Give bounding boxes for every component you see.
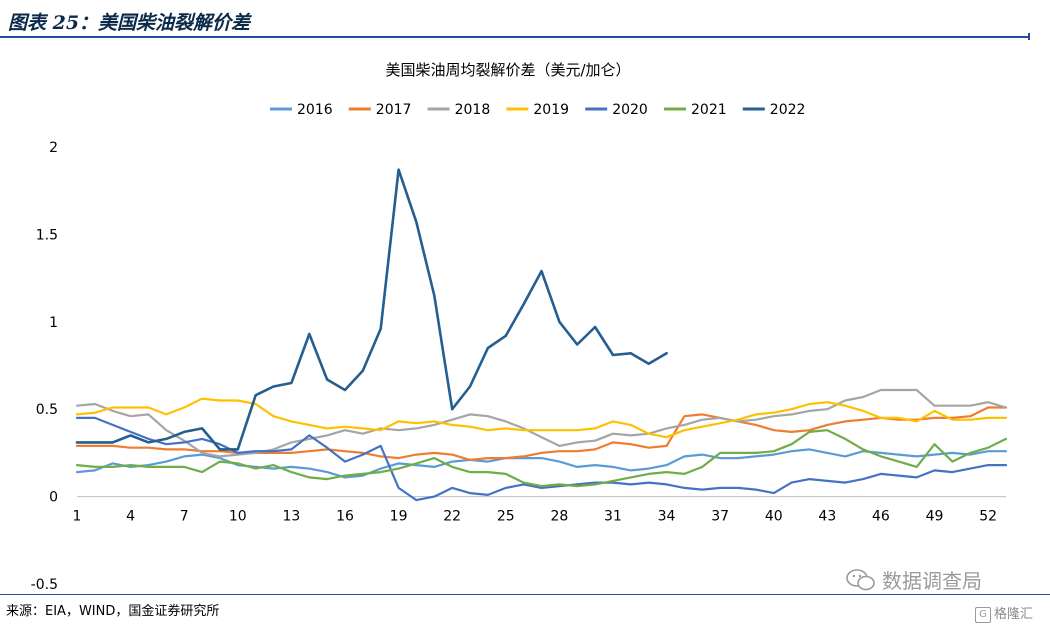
series-line-2022 [75,168,668,451]
chart-title: 美国柴油周均裂解价差（美元/加仑） [385,61,630,79]
legend-item-2021: 2021 [664,102,727,118]
x-tick-label: 28 [550,509,568,525]
y-tick-label: 0.5 [36,402,58,418]
x-tick-label: 1 [73,509,82,525]
legend-item-2016: 2016 [270,102,333,118]
chart-axes: -0.5 0 0.5 1 1.5 2 1 4 7 10 13 16 19 22 25 28 31 34 37 40 43… [31,140,1006,593]
legend-item-2018: 2018 [427,102,491,118]
watermark-text: 数据调查局 [882,569,982,593]
x-tick-label: 13 [282,509,300,525]
series-line-2019 [75,397,1008,439]
x-tick-label: 34 [658,509,676,525]
brand-logo-icon: G [975,606,991,623]
legend-label: 2017 [376,102,412,118]
y-tick-label: 1 [49,315,58,331]
x-tick-label: 25 [497,509,515,525]
y-tick-label: 2 [49,140,58,156]
y-tick-label: 0 [49,490,58,506]
chart-legend: 2016 2017 2018 2019 2020 2021 2022 [270,102,805,118]
legend-item-2020: 2020 [585,102,648,118]
legend-label: 2019 [533,102,569,118]
figure-title: 图表 25：美国柴油裂解价差 [8,12,251,34]
figure-header: 图表 25：美国柴油裂解价差 [0,0,1050,40]
series-line-2018 [75,388,1008,458]
x-tick-label: 16 [336,509,354,525]
legend-label: 2018 [455,102,491,118]
header-divider [0,36,1030,38]
x-tick-label: 37 [711,509,729,525]
series-line-2017 [75,406,1008,461]
x-tick-label: 40 [765,509,783,525]
footer-divider [0,594,1050,595]
x-tick-label: 43 [818,509,836,525]
x-tick-label: 7 [180,509,189,525]
legend-label: 2022 [770,102,806,118]
x-tick-label: 4 [126,509,135,525]
legend-item-2022: 2022 [742,102,806,118]
watermark: 数据调查局 [846,565,982,597]
legend-item-2017: 2017 [348,102,412,118]
header-divider-tick [1028,33,1030,40]
series-line-2021 [75,429,1008,488]
x-tick-label: 10 [229,509,247,525]
source-note: 来源：EIA，WIND，国金证券研究所 [6,604,220,619]
wechat-icon [846,568,876,597]
x-tick-label: 19 [390,509,408,525]
legend-label: 2020 [612,102,648,118]
x-tick-label: 31 [604,509,622,525]
legend-item-2019: 2019 [506,102,569,118]
brand-text: 格隆汇 [994,607,1034,622]
x-tick-label: 52 [979,509,997,525]
y-tick-label: 1.5 [36,227,58,243]
x-tick-label: 46 [872,509,890,525]
x-tick-label: 49 [926,509,944,525]
chart-plot-area [75,168,1008,502]
brand-mark: G 格隆汇 [975,603,1033,623]
y-tick-label: -0.5 [31,577,58,593]
legend-label: 2021 [691,102,727,118]
x-tick-label: 22 [443,509,461,525]
legend-label: 2016 [297,102,333,118]
